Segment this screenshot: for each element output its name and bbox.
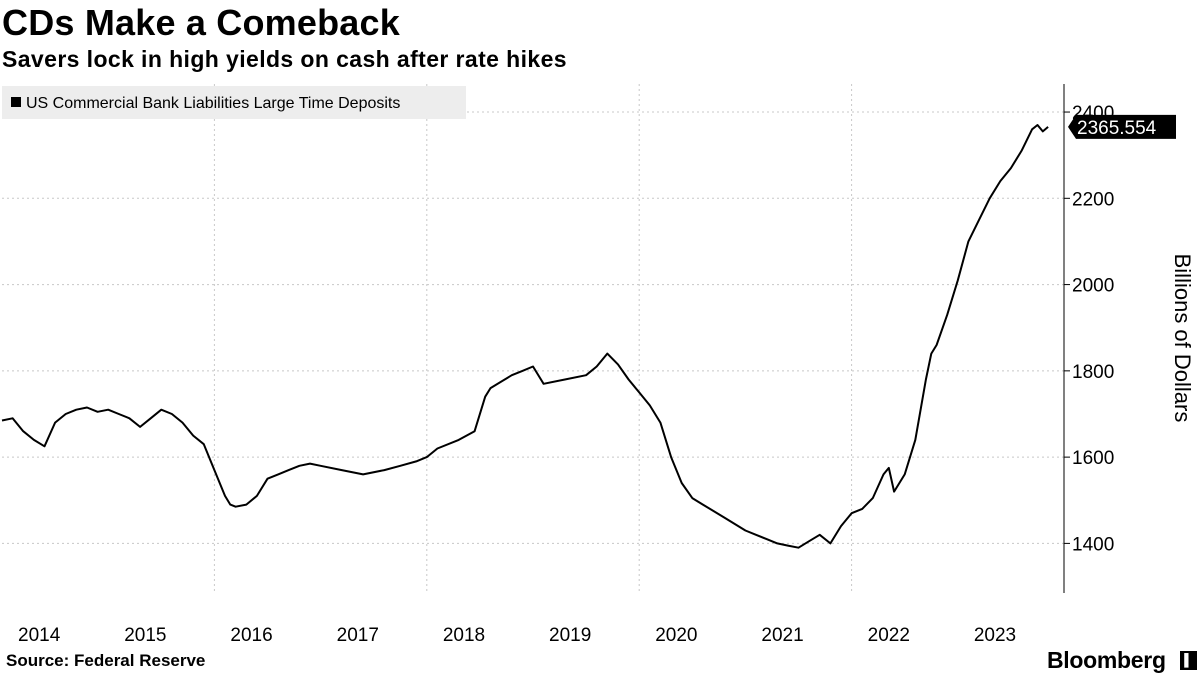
x-tick-label: 2014 bbox=[18, 625, 61, 646]
chart-subtitle: Savers lock in high yields on cash after… bbox=[2, 46, 567, 72]
y-axis-title: Billions of Dollars bbox=[1170, 254, 1195, 423]
last-value-label: 2365.554 bbox=[1077, 118, 1157, 139]
y-tick-label: 1400 bbox=[1072, 534, 1114, 555]
y-tick-label: 2000 bbox=[1072, 276, 1114, 297]
series-line bbox=[1, 124, 1049, 549]
x-axis-ticks: 2014 2015 2016 2017 2018 2019 2020 2021 2022 2023 bbox=[18, 625, 1016, 646]
legend-box bbox=[2, 86, 466, 119]
bloomberg-mark-icon: ▌ bbox=[1180, 651, 1197, 670]
x-tick-label: 2016 bbox=[230, 625, 272, 646]
y-tick-label: 1800 bbox=[1072, 362, 1114, 383]
y-tick-label: 2200 bbox=[1072, 189, 1114, 210]
legend-swatch bbox=[11, 97, 21, 107]
last-value-badge bbox=[1068, 114, 1176, 139]
y-tick-label: 1600 bbox=[1072, 448, 1114, 469]
bloomberg-logo: Bloomberg bbox=[1047, 647, 1166, 673]
grid bbox=[2, 84, 1064, 593]
x-tick-label: 2020 bbox=[655, 625, 697, 646]
x-tick-label: 2023 bbox=[974, 625, 1016, 646]
x-tick-label: 2021 bbox=[761, 625, 803, 646]
x-tick-label: 2018 bbox=[443, 625, 485, 646]
legend: US Commercial Bank Liabilities Large Tim… bbox=[2, 86, 466, 119]
x-tick-label: 2017 bbox=[337, 625, 379, 646]
x-tick-label: 2015 bbox=[124, 625, 166, 646]
legend-label: US Commercial Bank Liabilities Large Tim… bbox=[26, 95, 400, 112]
source-note: Source: Federal Reserve bbox=[6, 651, 206, 670]
chart-title: CDs Make a Comeback bbox=[2, 2, 400, 43]
x-tick-label: 2022 bbox=[868, 625, 910, 646]
x-tick-label: 2019 bbox=[549, 625, 591, 646]
last-value-callout: 2365.554 bbox=[1068, 114, 1176, 139]
